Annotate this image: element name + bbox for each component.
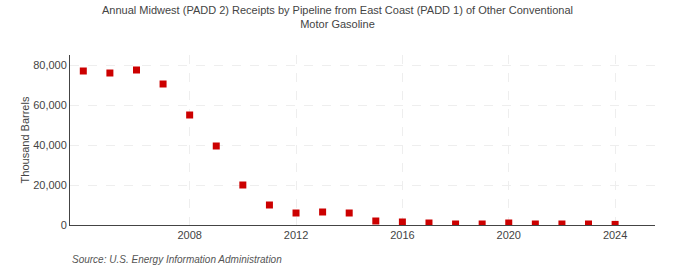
- svg-text:40,000: 40,000: [33, 139, 67, 151]
- svg-text:2020: 2020: [497, 229, 521, 241]
- svg-text:2016: 2016: [390, 229, 414, 241]
- svg-text:Source: U.S. Energy Informatio: Source: U.S. Energy Information Administ…: [72, 254, 282, 265]
- svg-text:80,000: 80,000: [33, 59, 67, 71]
- svg-text:Annual Midwest (PADD 2) Receip: Annual Midwest (PADD 2) Receipts by Pipe…: [102, 4, 573, 30]
- svg-text:2024: 2024: [603, 229, 627, 241]
- svg-text:2012: 2012: [284, 229, 308, 241]
- svg-text:60,000: 60,000: [33, 99, 67, 111]
- svg-text:Thousand Barrels: Thousand Barrels: [19, 96, 31, 183]
- svg-text:2008: 2008: [177, 229, 201, 241]
- svg-text:20,000: 20,000: [33, 179, 67, 191]
- svg-text:0: 0: [61, 219, 67, 231]
